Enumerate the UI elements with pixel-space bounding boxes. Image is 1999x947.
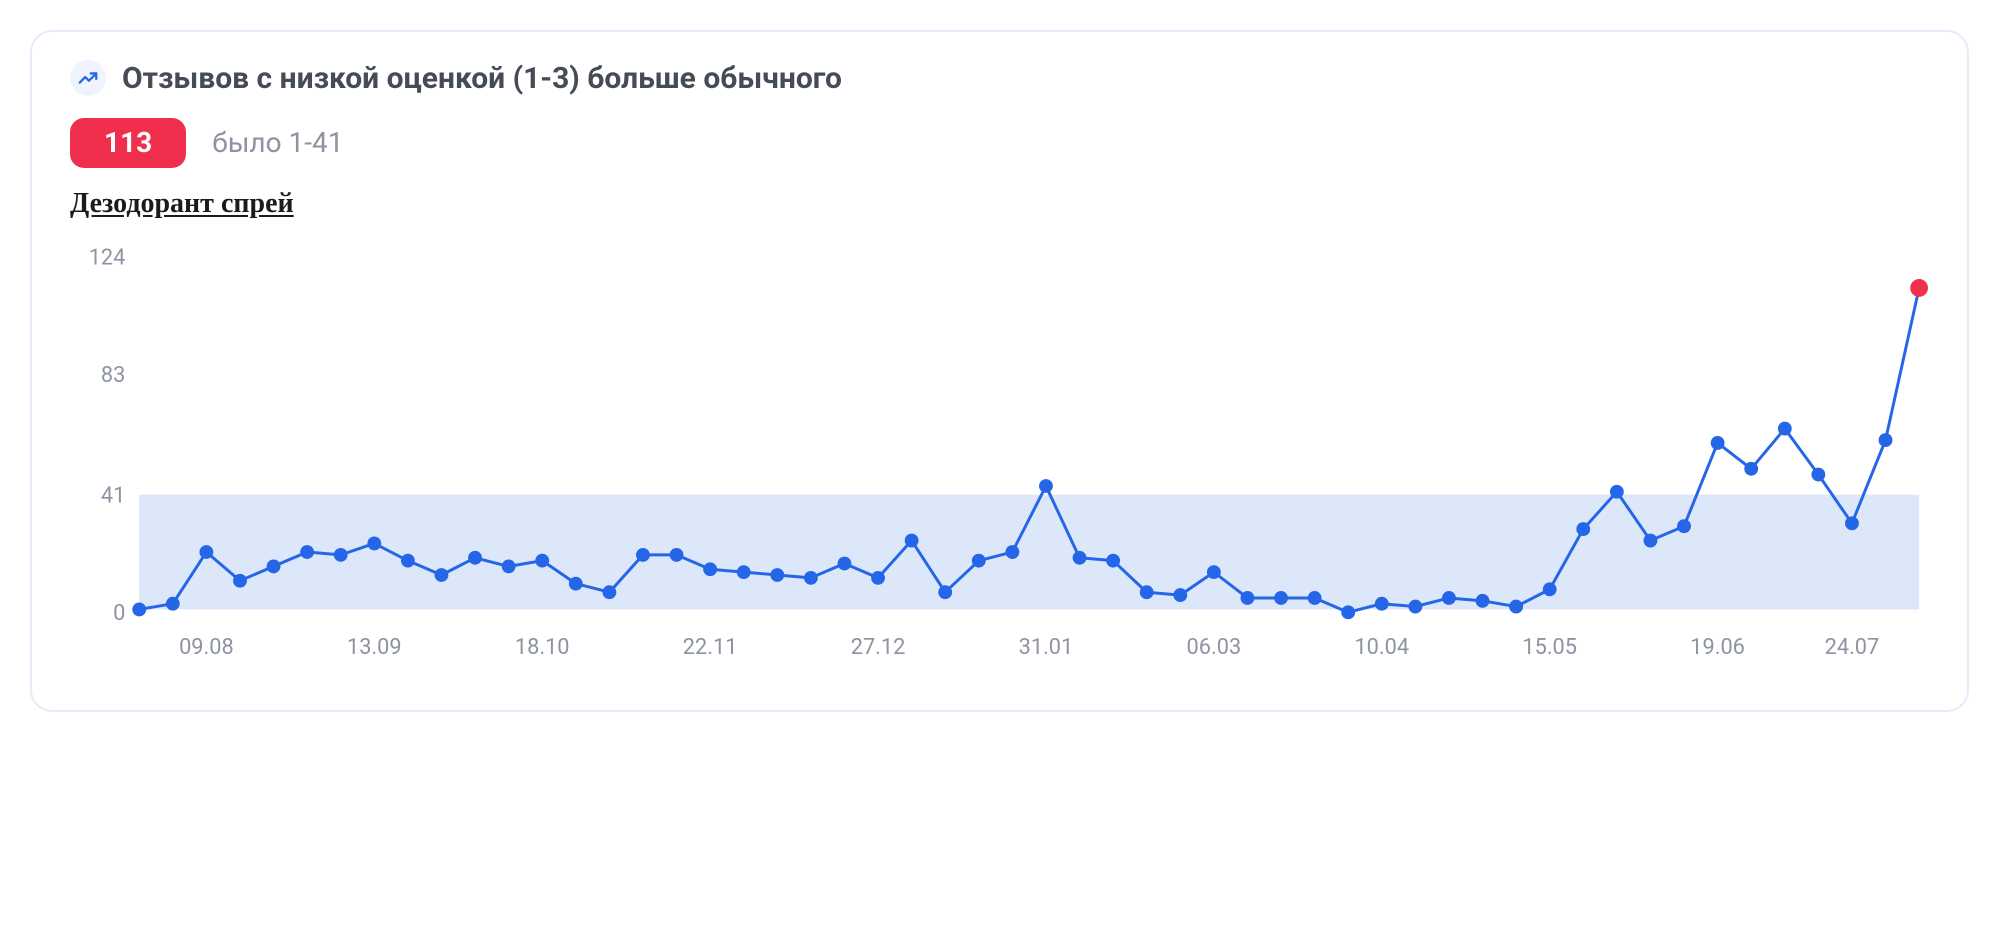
card-title: Отзывов с низкой оценкой (1-3) больше об… [122,61,842,96]
svg-text:10.04: 10.04 [1354,634,1409,659]
chart-svg: 0 41 83 124 09.08 13.09 18.10 22.11 27.12 31.01 06… [70,244,1929,684]
alert-card: Отзывов с низкой оценкой (1-3) больше об… [30,30,1969,712]
product-link[interactable]: Дезодорант спрей [70,188,294,220]
svg-text:18.10: 18.10 [515,634,570,659]
svg-text:41: 41 [101,483,125,508]
svg-text:24.07: 24.07 [1825,634,1880,659]
svg-text:06.03: 06.03 [1187,634,1242,659]
trend-up-icon [70,60,106,96]
svg-text:31.01: 31.01 [1019,634,1074,659]
svg-text:09.08: 09.08 [179,634,234,659]
svg-text:15.05: 15.05 [1522,634,1577,659]
range-text: было 1-41 [212,126,343,159]
value-badge: 113 [70,118,186,168]
svg-text:19.06: 19.06 [1690,634,1745,659]
svg-text:83: 83 [101,363,125,388]
svg-text:22.11: 22.11 [683,634,738,659]
line-chart: 0 41 83 124 09.08 13.09 18.10 22.11 27.12 31.01 06… [70,244,1929,688]
svg-text:13.09: 13.09 [347,634,402,659]
badge-row: 113 было 1-41 [70,118,1929,168]
svg-text:0: 0 [113,601,125,626]
card-header: Отзывов с низкой оценкой (1-3) больше об… [70,60,1929,96]
svg-text:124: 124 [89,245,126,270]
svg-text:27.12: 27.12 [851,634,906,659]
